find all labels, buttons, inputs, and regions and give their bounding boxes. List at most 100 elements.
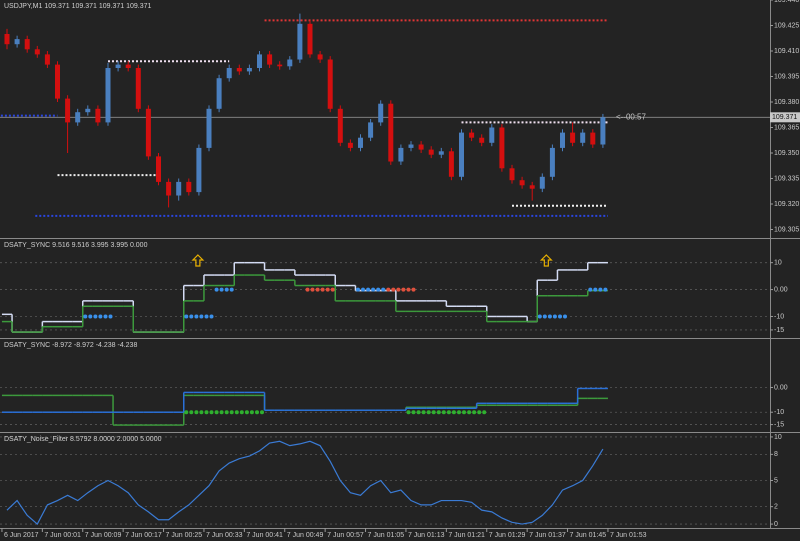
signal-dot bbox=[88, 314, 93, 319]
candle-body bbox=[358, 137, 363, 148]
y-tick-label: 2 bbox=[774, 503, 778, 510]
signal-dot bbox=[194, 410, 199, 415]
signal-dot bbox=[472, 410, 477, 415]
candle-body bbox=[216, 78, 222, 109]
x-tick-label: 7 Jun 00:09 bbox=[85, 532, 122, 539]
candle-body bbox=[448, 151, 454, 177]
signal-dot bbox=[244, 410, 249, 415]
signal-dot bbox=[184, 314, 189, 319]
signal-dot bbox=[467, 410, 472, 415]
y-tick-label: 5 bbox=[774, 477, 778, 484]
signal-dot bbox=[588, 287, 593, 292]
x-tick-label: 7 Jun 00:17 bbox=[125, 532, 162, 539]
signal-dot bbox=[209, 410, 214, 415]
y-tick-label: 0.00 bbox=[774, 384, 788, 391]
signal-dot bbox=[477, 410, 482, 415]
x-tick-label: 7 Jun 01:05 bbox=[368, 532, 405, 539]
signal-dot bbox=[330, 287, 335, 292]
signal-dot bbox=[234, 410, 239, 415]
candle-body bbox=[135, 68, 141, 109]
y-tick-label: 109.320 bbox=[774, 201, 799, 208]
candle-body bbox=[105, 68, 111, 123]
signal-dot bbox=[199, 410, 204, 415]
signal-dot bbox=[547, 314, 552, 319]
x-tick-label: 7 Jun 01:21 bbox=[448, 532, 485, 539]
countdown: <--00:57 bbox=[616, 112, 647, 121]
signal-dot bbox=[411, 410, 416, 415]
signal-dot bbox=[320, 287, 325, 292]
signal-dot bbox=[558, 314, 562, 319]
candle-body bbox=[65, 98, 71, 123]
candle-body bbox=[75, 112, 81, 123]
signal-dot bbox=[224, 287, 229, 292]
signal-dot bbox=[446, 410, 451, 415]
signal-arrow bbox=[191, 254, 205, 267]
signal-dot bbox=[436, 410, 441, 415]
signal-dot bbox=[376, 287, 381, 292]
candle-body bbox=[226, 68, 232, 79]
x-tick-label: 6 Jun 2017 bbox=[4, 532, 39, 539]
signal-dot bbox=[184, 410, 189, 415]
candle-body bbox=[549, 147, 555, 177]
signal-dot bbox=[108, 314, 113, 319]
candle-body bbox=[95, 108, 101, 123]
signal-dot bbox=[83, 314, 88, 319]
signal-dot bbox=[366, 287, 371, 292]
x-tick-label: 7 Jun 01:13 bbox=[408, 532, 445, 539]
candle-body bbox=[125, 64, 131, 68]
signal-dot bbox=[189, 314, 194, 319]
x-tick-label: 7 Jun 01:45 bbox=[570, 532, 607, 539]
signal-dot bbox=[315, 287, 320, 292]
candle-body bbox=[418, 144, 424, 150]
candle-body bbox=[115, 64, 121, 68]
signal-dot bbox=[391, 287, 396, 292]
candle-body bbox=[438, 151, 444, 155]
panel-title: DSATY_SYNC -8.972 -8.972 -4.238 -4.238 bbox=[4, 342, 137, 349]
candle-body bbox=[428, 149, 434, 155]
signal-dot bbox=[416, 410, 421, 415]
candle-body bbox=[156, 156, 161, 182]
candle-body bbox=[398, 147, 404, 162]
signal-dot bbox=[325, 287, 330, 292]
candle-body bbox=[580, 132, 586, 143]
candle-body bbox=[459, 132, 464, 177]
signal-dot bbox=[255, 410, 259, 415]
candle-body bbox=[24, 39, 30, 50]
signal-dot bbox=[204, 410, 209, 415]
candle-body bbox=[469, 132, 475, 138]
candle-body bbox=[55, 64, 60, 99]
signal-dot bbox=[563, 314, 567, 319]
signal-dot bbox=[93, 314, 98, 319]
candle-body bbox=[176, 181, 182, 196]
y-tick-label: 109.410 bbox=[774, 48, 799, 55]
x-tick-label: 7 Jun 00:57 bbox=[327, 532, 364, 539]
signal-dot bbox=[542, 314, 547, 319]
y-tick-label: 10 bbox=[774, 434, 782, 441]
signal-dot bbox=[411, 287, 416, 292]
candle-body bbox=[307, 23, 313, 55]
y-tick-label: 109.335 bbox=[774, 175, 799, 182]
candle-body bbox=[166, 181, 172, 196]
y-tick-label: -15 bbox=[774, 327, 784, 334]
candle-body bbox=[206, 108, 212, 148]
candle-body bbox=[287, 59, 293, 67]
signal-dot bbox=[406, 287, 411, 292]
y-tick-label: 109.395 bbox=[774, 73, 799, 80]
candle-body bbox=[489, 127, 495, 143]
y-tick-label: 109.440 bbox=[774, 0, 799, 4]
signal-dot bbox=[381, 287, 386, 292]
signal-dot bbox=[441, 410, 446, 415]
signal-dot bbox=[431, 410, 436, 415]
candle-body bbox=[560, 132, 565, 148]
signal-dot bbox=[462, 410, 466, 415]
panel-title: DSATY_Noise_Filter 8.5792 8.0000 2.0000 … bbox=[4, 436, 162, 443]
candle-body bbox=[44, 54, 50, 65]
x-tick-label: 7 Jun 00:49 bbox=[287, 532, 324, 539]
signal-dot bbox=[103, 314, 108, 319]
candle-body bbox=[499, 127, 505, 169]
signal-dot bbox=[401, 287, 406, 292]
signal-dot bbox=[406, 410, 411, 415]
candle-body bbox=[509, 168, 515, 181]
signal-dot bbox=[482, 410, 487, 415]
